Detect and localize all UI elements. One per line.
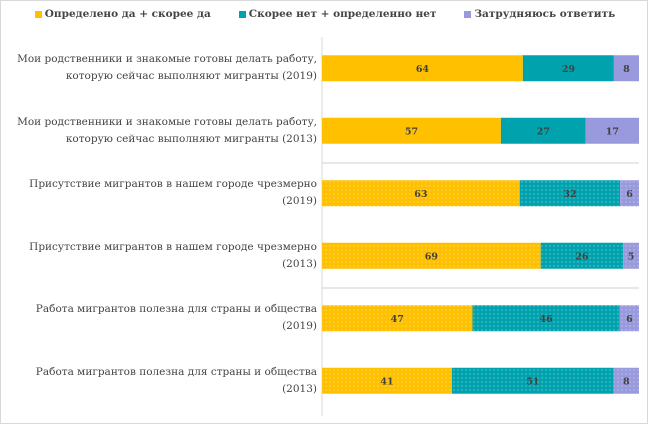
data-label: 29 (562, 64, 576, 75)
bar-pattern (620, 180, 639, 207)
bar-pattern (322, 242, 541, 269)
legend-label: Скорее нет + определенно нет (248, 8, 437, 20)
bar-pattern (519, 180, 621, 207)
data-label: 8 (623, 64, 630, 75)
bar-pattern (623, 242, 639, 269)
data-label: 27 (537, 126, 550, 137)
legend-swatch (238, 10, 246, 18)
legend-item-unsure: Затрудняюсь ответить (464, 8, 615, 20)
bar-segment (322, 55, 523, 82)
bar-pattern (322, 305, 473, 332)
category-label: Присутствие мигрантов в нашем городе чре… (29, 240, 317, 270)
bar-pattern (619, 305, 639, 332)
bar-pattern (613, 367, 639, 394)
data-label: 32 (563, 189, 576, 200)
legend: Определено да + скорее да Скорее нет + о… (1, 8, 647, 20)
data-label: 64 (416, 64, 430, 75)
category-label: Присутствие мигрантов в нашем городе чре… (29, 178, 317, 208)
data-label: 46 (540, 314, 554, 325)
bar-pattern (540, 242, 624, 269)
category-label: Работа мигрантов полезна для страны и об… (35, 303, 317, 333)
data-label: 63 (414, 189, 427, 200)
data-label: 51 (526, 376, 539, 387)
data-label: 6 (626, 189, 633, 200)
data-label: 5 (628, 251, 635, 262)
data-label: 57 (405, 126, 418, 137)
bar-pattern (322, 180, 520, 207)
bar-segment (322, 117, 501, 144)
data-label: 17 (606, 126, 619, 137)
legend-swatch (34, 10, 42, 18)
data-label: 47 (391, 314, 404, 325)
bar-segment (522, 55, 614, 82)
bar-pattern (451, 367, 614, 394)
category-label: Мои родственники и знакомые готовы делат… (17, 115, 317, 145)
bar-pattern (472, 305, 620, 332)
data-label: 8 (623, 376, 630, 387)
category-label: Работа мигрантов полезна для страны и об… (35, 365, 317, 395)
bar-segment (613, 55, 639, 82)
data-label: 26 (575, 251, 589, 262)
bar-pattern (322, 367, 452, 394)
legend-item-yes: Определено да + скорее да (34, 8, 211, 20)
bar-segment (585, 117, 639, 144)
bar-segment (500, 117, 586, 144)
legend-item-no: Скорее нет + определенно нет (238, 8, 437, 20)
legend-label: Определено да + скорее да (44, 8, 211, 20)
legend-swatch (464, 10, 472, 18)
data-label: 69 (425, 251, 439, 262)
category-label: Мои родственники и знакомые готовы делат… (17, 53, 317, 83)
data-label: 41 (380, 376, 393, 387)
legend-label: Затрудняюсь ответить (474, 8, 616, 20)
data-label: 6 (626, 314, 633, 325)
